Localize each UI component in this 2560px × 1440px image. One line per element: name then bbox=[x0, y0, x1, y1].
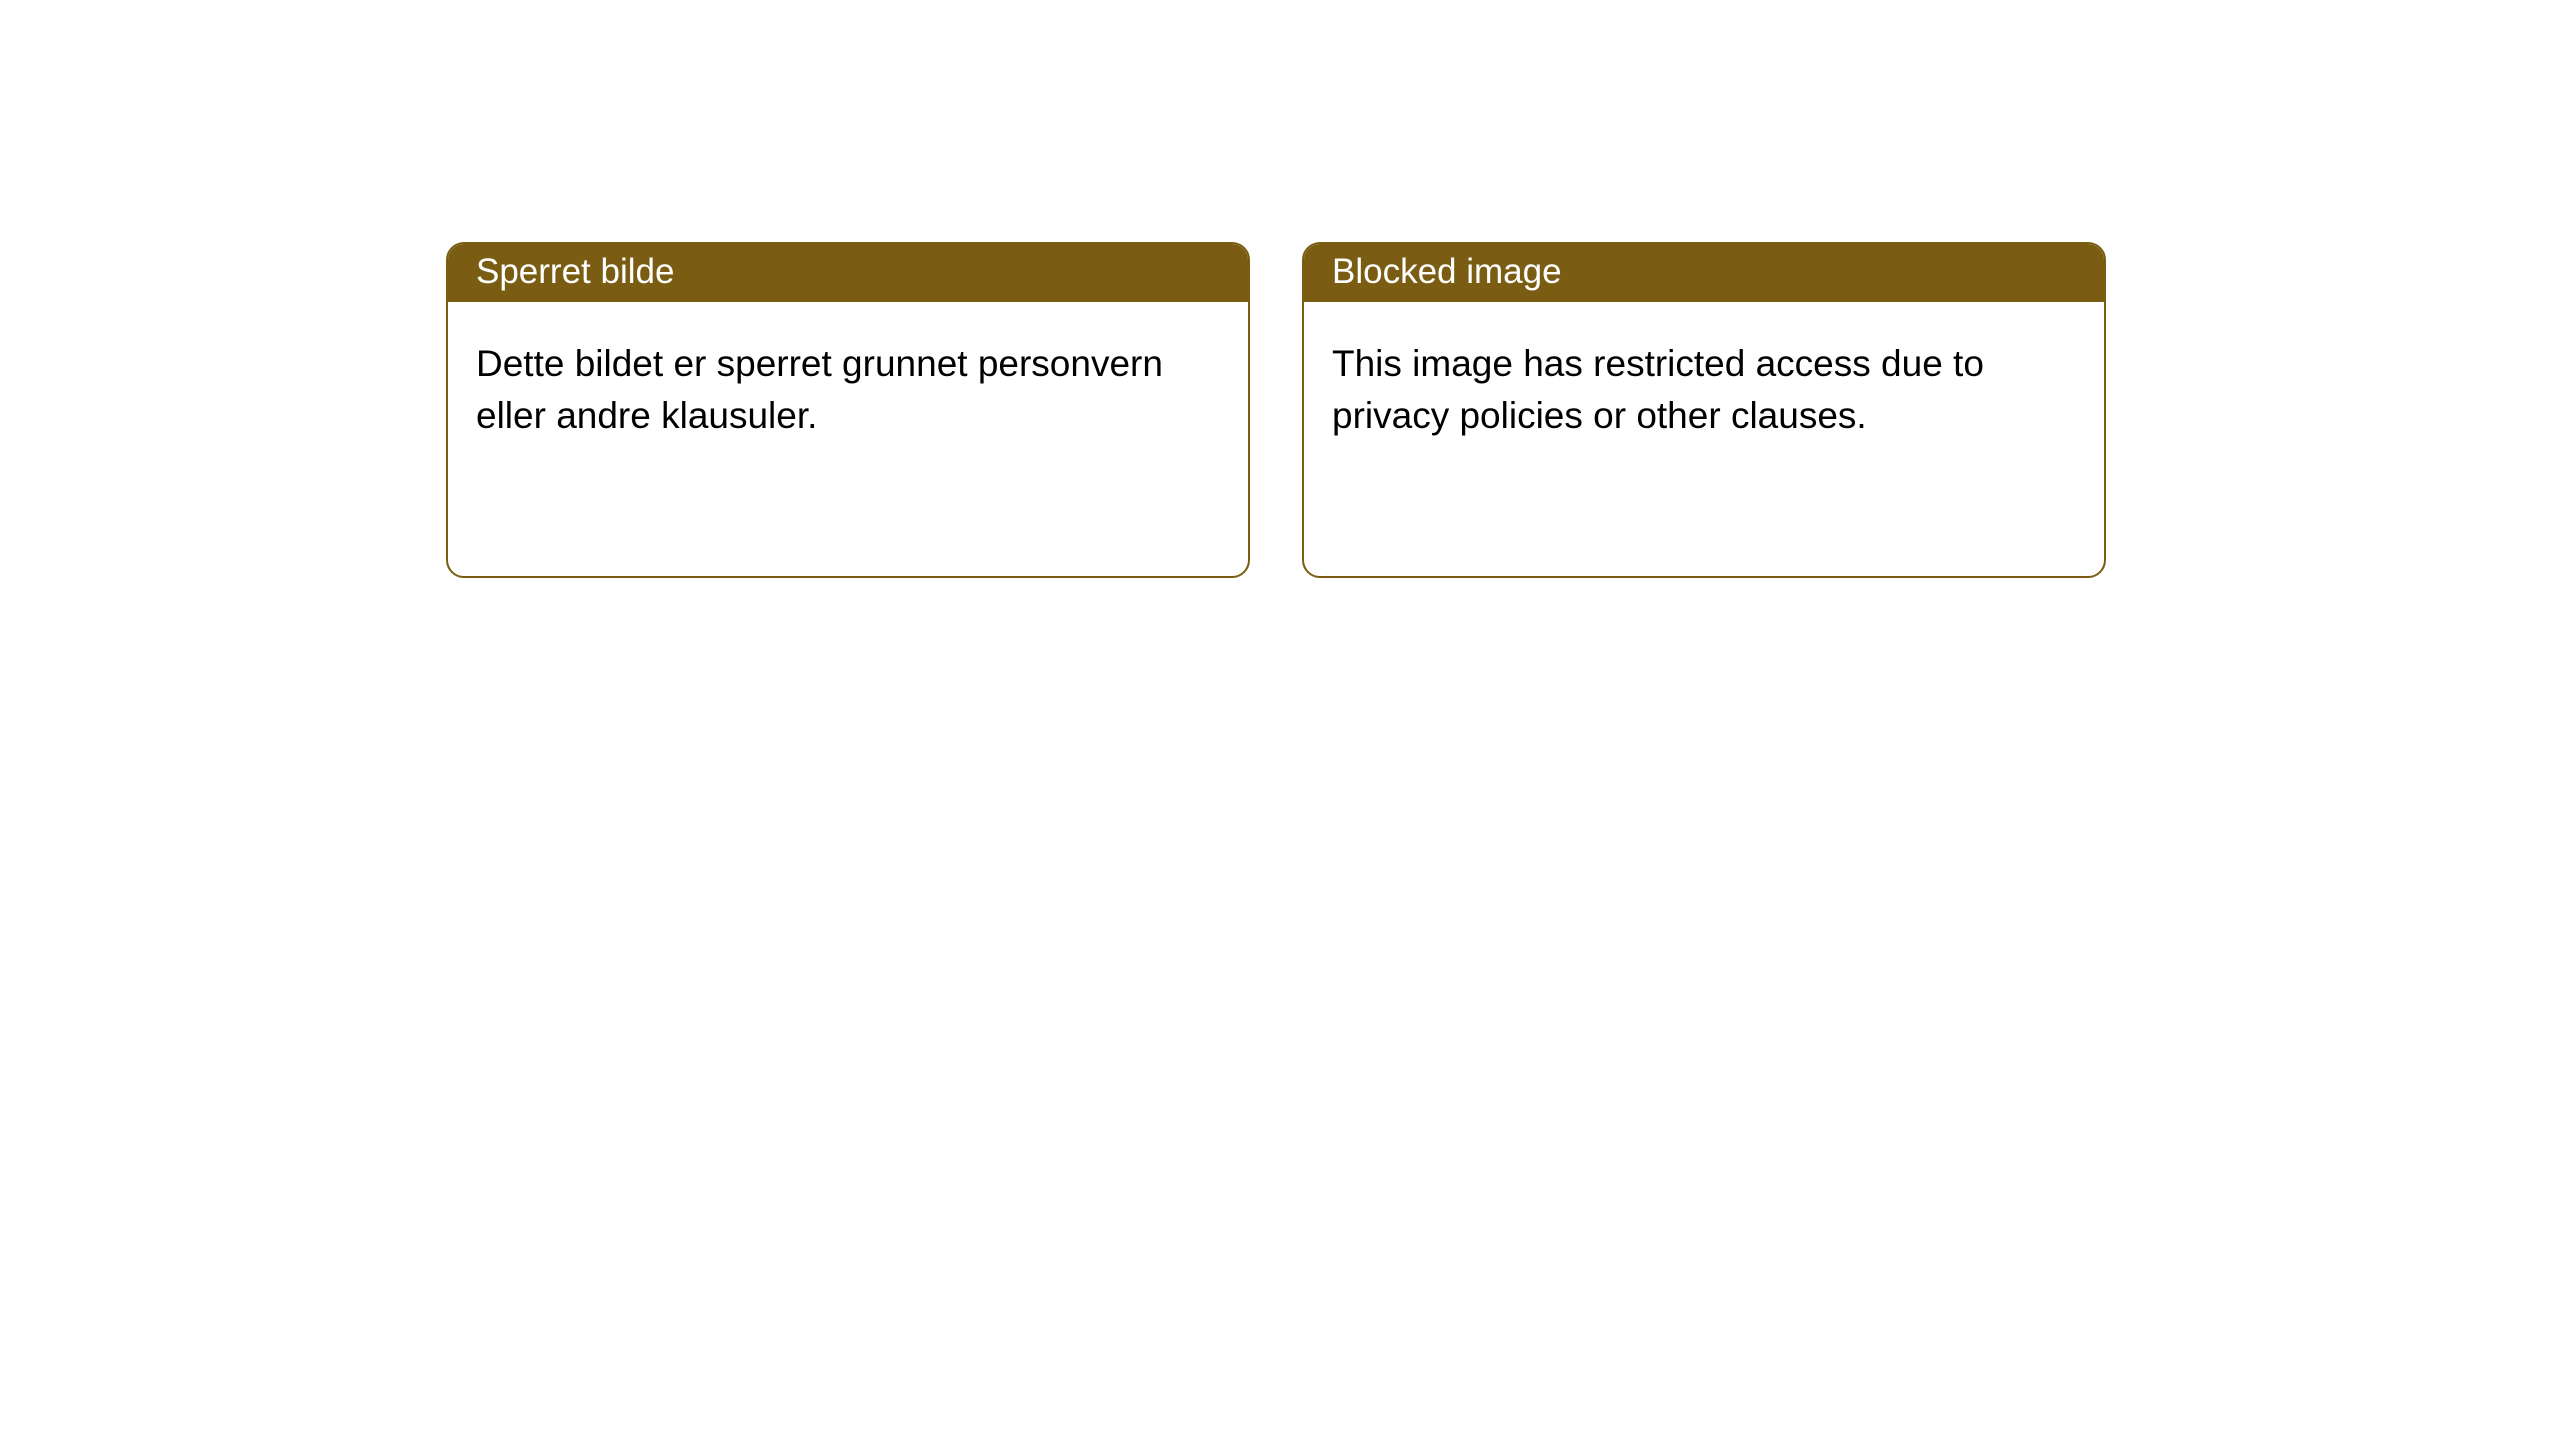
card-title: Blocked image bbox=[1304, 244, 2104, 302]
card-body: This image has restricted access due to … bbox=[1304, 302, 2104, 470]
card-body: Dette bildet er sperret grunnet personve… bbox=[448, 302, 1248, 470]
notice-card-english: Blocked image This image has restricted … bbox=[1302, 242, 2106, 578]
notice-card-norwegian: Sperret bilde Dette bildet er sperret gr… bbox=[446, 242, 1250, 578]
card-title: Sperret bilde bbox=[448, 244, 1248, 302]
notice-container: Sperret bilde Dette bildet er sperret gr… bbox=[0, 0, 2560, 578]
